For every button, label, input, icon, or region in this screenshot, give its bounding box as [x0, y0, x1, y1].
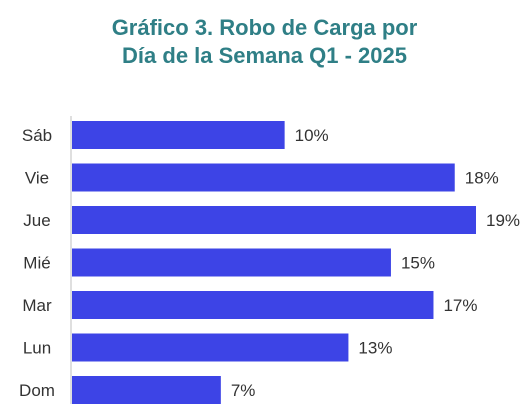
- category-label-5: Lun: [23, 339, 51, 358]
- value-label-5: 13%: [358, 339, 392, 358]
- chart-title: Gráfico 3. Robo de Carga por Día de la S…: [0, 14, 529, 70]
- value-label-2: 19%: [486, 211, 520, 230]
- bar-5: [72, 333, 349, 362]
- bar-0: [72, 121, 285, 149]
- category-label-0: Sáb: [22, 126, 52, 145]
- chart-title-line-1: Gráfico 3. Robo de Carga por: [111, 15, 418, 40]
- value-label-1: 18%: [465, 169, 499, 188]
- bars-layer: Sáb 10% Vie 18% Jue 19% Mié 15% Mar 17% Lun 13% Dom 7…: [19, 121, 520, 404]
- category-label-1: Vie: [25, 169, 49, 188]
- bar-6: [72, 376, 221, 404]
- category-label-3: Mié: [23, 254, 50, 273]
- chart-title-line-2: Día de la Semana Q1 - 2025: [122, 43, 407, 68]
- value-label-6: 7%: [231, 381, 256, 400]
- bar-4: [72, 291, 434, 319]
- category-label-4: Mar: [22, 296, 52, 315]
- category-label-2: Jue: [23, 211, 50, 230]
- value-label-4: 17%: [443, 296, 477, 315]
- category-label-6: Dom: [19, 381, 55, 400]
- value-label-3: 15%: [401, 254, 435, 273]
- bar-3: [72, 248, 391, 277]
- bar-1: [72, 163, 455, 192]
- bar-2: [72, 206, 476, 234]
- value-label-0: 10%: [295, 126, 329, 145]
